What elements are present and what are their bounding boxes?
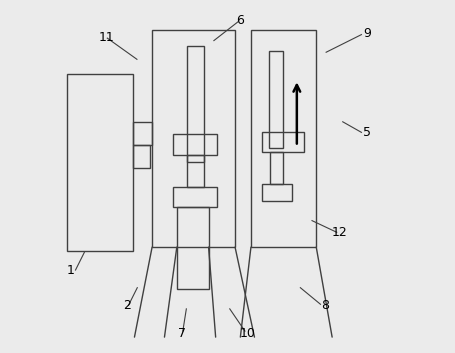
Text: 5: 5 <box>363 126 371 139</box>
Text: 2: 2 <box>123 299 131 312</box>
Bar <box>173 134 217 155</box>
Bar <box>187 46 204 162</box>
Bar <box>250 30 316 247</box>
Text: 1: 1 <box>67 264 75 276</box>
Bar <box>269 152 283 184</box>
Bar <box>132 122 152 145</box>
Text: 8: 8 <box>320 299 329 312</box>
Text: 6: 6 <box>236 14 244 27</box>
Bar <box>268 51 283 148</box>
Bar <box>177 207 208 289</box>
Text: 9: 9 <box>363 27 370 40</box>
Bar <box>173 187 217 207</box>
Bar <box>152 30 234 247</box>
Bar <box>132 145 150 168</box>
Text: 7: 7 <box>178 327 186 340</box>
Bar <box>261 132 303 152</box>
Text: 11: 11 <box>98 31 114 43</box>
Bar <box>67 74 132 251</box>
Bar <box>261 184 291 201</box>
Bar <box>187 155 204 187</box>
Text: 10: 10 <box>239 327 255 340</box>
Text: 12: 12 <box>331 227 346 239</box>
